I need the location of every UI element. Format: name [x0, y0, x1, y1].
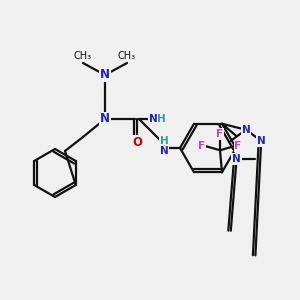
Text: F: F [198, 141, 206, 151]
Text: CH₃: CH₃ [118, 51, 136, 61]
Text: N: N [148, 114, 158, 124]
Text: N: N [100, 68, 110, 82]
Text: F: F [234, 141, 242, 151]
Text: N: N [242, 125, 250, 135]
Text: H: H [160, 136, 168, 146]
Text: N: N [257, 136, 266, 146]
Text: N: N [160, 146, 168, 156]
Text: CH₃: CH₃ [74, 51, 92, 61]
Text: O: O [132, 136, 142, 148]
Text: H: H [157, 114, 165, 124]
Text: N: N [100, 112, 110, 125]
Text: N: N [232, 154, 241, 164]
Text: F: F [216, 129, 224, 139]
